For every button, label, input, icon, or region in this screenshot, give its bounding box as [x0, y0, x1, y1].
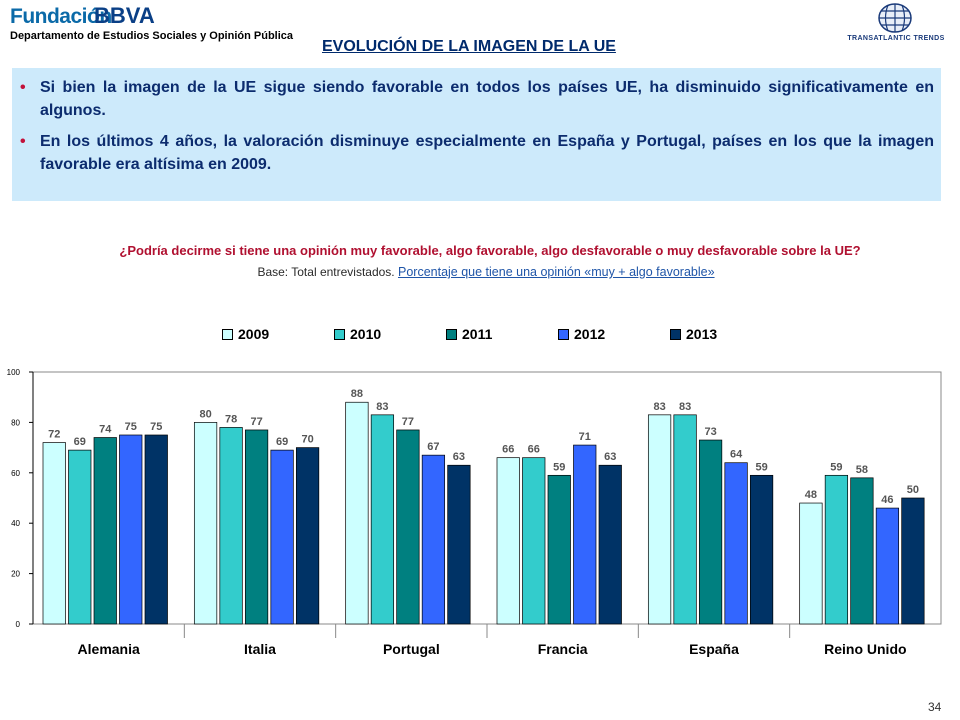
data-label: 75: [150, 421, 162, 433]
bar: [68, 449, 92, 625]
bar: [799, 502, 823, 625]
partner-logo-text: TRANSATLANTIC TRENDS: [847, 35, 945, 42]
page-title: EVOLUCIÓN DE LA IMAGEN DE LA UE: [322, 38, 616, 55]
bar: [673, 414, 697, 625]
data-label: 64: [730, 449, 743, 461]
data-label: 50: [907, 484, 919, 496]
data-label: 59: [830, 461, 842, 473]
summary-bullet: Si bien la imagen de la UE sigue siendo …: [20, 76, 934, 122]
data-label: 83: [376, 401, 388, 413]
percent-label: Porcentaje que tiene una opinión «muy + …: [398, 265, 715, 279]
bar-chart: 0 20 40 60 80 100 72 69 74 75 75 Alemania 80 78 77 69 70…: [7, 368, 942, 657]
bar: [421, 454, 446, 625]
data-label: 71: [579, 431, 591, 443]
data-label: 66: [528, 444, 540, 456]
data-label: 73: [704, 426, 716, 438]
data-label: 69: [74, 436, 86, 448]
data-label: 59: [553, 461, 565, 473]
legend-label: 2009: [238, 326, 270, 342]
logo-brand: BBVA: [94, 3, 155, 28]
legend-label: 2013: [686, 326, 718, 342]
data-label: 63: [604, 451, 616, 463]
data-label: 70: [301, 434, 313, 446]
data-label: 63: [453, 451, 465, 463]
y-tick-label: 20: [11, 570, 20, 579]
bar: [447, 464, 471, 625]
category-label: Alemania: [78, 641, 140, 657]
bar: [522, 457, 546, 625]
y-tick-label: 0: [16, 620, 21, 629]
bar: [573, 444, 597, 625]
page-number: 34: [928, 700, 942, 714]
legend-swatch: [670, 329, 681, 340]
legend-label: 2011: [462, 326, 493, 342]
data-label: 88: [351, 388, 363, 400]
legend-swatch: [446, 329, 457, 340]
base-line: Base: Total entrevistados. Porcentaje qu…: [0, 265, 960, 279]
legend-swatch: [222, 329, 233, 340]
summary-bullet: En los últimos 4 años, la valoración dis…: [20, 130, 934, 176]
data-label: 77: [250, 416, 262, 428]
bar: [295, 447, 320, 625]
department-label: Departamento de Estudios Sociales y Opin…: [10, 30, 294, 42]
bar: [119, 434, 143, 625]
bar: [345, 401, 369, 625]
y-tick-label: 60: [11, 469, 20, 478]
transatlantic-trends-logo: TRANSATLANTIC TRENDS: [840, 2, 950, 46]
data-label: 69: [276, 436, 288, 448]
bar: [824, 474, 849, 625]
bar: [875, 507, 900, 625]
category-label: Italia: [244, 641, 276, 657]
data-label: 48: [805, 489, 817, 501]
legend-label: 2010: [350, 326, 382, 342]
bar: [698, 439, 723, 625]
data-label: 74: [99, 424, 112, 436]
survey-question: ¿Podría decirme si tiene una opinión muy…: [119, 243, 861, 258]
y-tick-label: 100: [7, 368, 21, 377]
bar: [219, 427, 243, 625]
bar: [749, 474, 774, 625]
bar: [93, 437, 117, 625]
bar: [547, 474, 571, 625]
data-label: 67: [427, 441, 439, 453]
bar: [144, 434, 168, 625]
bar: [901, 497, 925, 625]
data-label: 66: [502, 444, 514, 456]
bar: [724, 462, 748, 625]
legend-label: 2012: [574, 326, 606, 342]
category-label: Francia: [538, 641, 588, 657]
bar: [850, 477, 874, 625]
data-label: 58: [856, 464, 868, 476]
bar: [598, 464, 622, 625]
base-label: Base: Total entrevistados.: [257, 265, 395, 279]
bar: [270, 449, 294, 625]
legend-swatch: [558, 329, 569, 340]
data-label: 78: [225, 413, 237, 425]
bar: [193, 422, 218, 625]
fundacion-bbva-logo: Fundación BBVA: [10, 2, 155, 28]
bar: [370, 414, 395, 625]
bar: [42, 442, 66, 625]
data-label: 59: [755, 461, 767, 473]
logo-word: Fundación: [10, 5, 112, 28]
data-label: 83: [653, 401, 665, 413]
category-label: Portugal: [383, 641, 440, 657]
bar: [396, 429, 420, 625]
y-tick-label: 40: [11, 519, 20, 528]
data-label: 80: [199, 408, 211, 420]
data-label: 72: [48, 429, 60, 441]
globe-grid-icon: [878, 3, 912, 33]
category-label: Reino Unido: [824, 641, 906, 657]
data-label: 46: [881, 494, 893, 506]
data-label: 83: [679, 401, 691, 413]
data-label: 77: [402, 416, 414, 428]
bar: [496, 457, 520, 625]
summary-panel: Si bien la imagen de la UE sigue siendo …: [12, 68, 941, 201]
category-label: España: [689, 641, 739, 657]
bar: [647, 414, 672, 625]
y-tick-label: 80: [11, 418, 20, 427]
bar: [244, 429, 269, 625]
data-label: 75: [125, 421, 137, 433]
legend-swatch: [334, 329, 345, 340]
